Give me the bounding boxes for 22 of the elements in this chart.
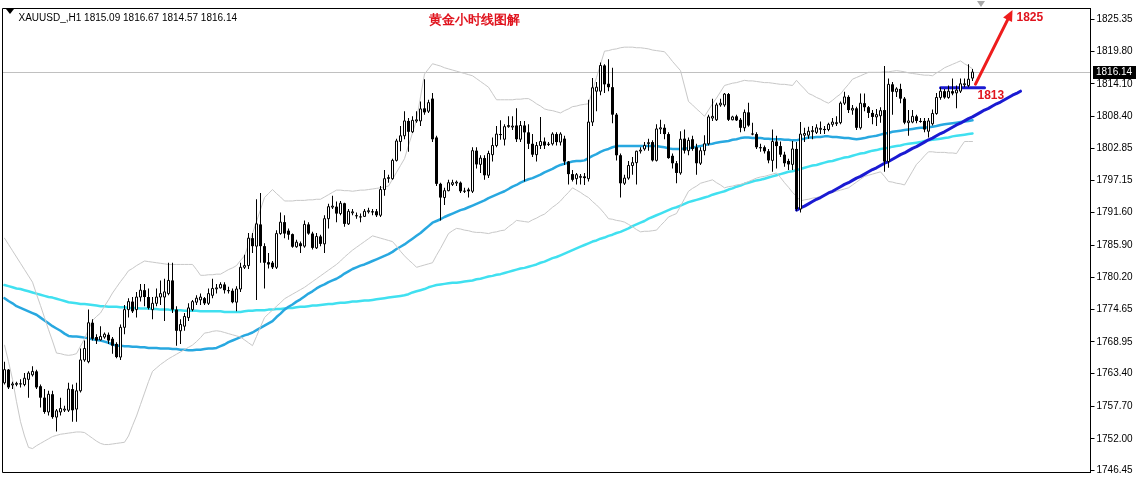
candlestick (607, 59, 610, 92)
y-tick-label: 1768.95 (1096, 335, 1134, 347)
y-tick-label: 1774.65 (1096, 303, 1134, 315)
y-tick-label: 1785.90 (1096, 238, 1134, 250)
y-tick-label: 1797.15 (1096, 174, 1134, 186)
annotation: 1825 (1016, 10, 1044, 25)
chart-title: 黄金小时线图解 (428, 11, 521, 27)
chart-subtitle: XAUUSD_,H1 1815.09 1816.67 1814.57 1816.14 (18, 11, 238, 23)
y-tick-label: 1791.60 (1096, 206, 1134, 218)
y-tick-label: 1814.10 (1096, 77, 1134, 89)
ref-line-label: 1816.14 (1096, 66, 1133, 78)
y-tick-label: 1763.40 (1096, 367, 1134, 379)
y-tick-label: 1808.40 (1096, 110, 1134, 122)
y-tick-label: 1819.80 (1096, 44, 1134, 56)
y-tick-label: 1780.20 (1096, 271, 1134, 283)
y-tick-label: 1757.70 (1096, 400, 1134, 411)
y-tick-label: 1825.35 (1096, 13, 1134, 25)
y-tick-label: 1752.00 (1096, 432, 1134, 444)
y-tick-label: 1802.85 (1096, 141, 1134, 153)
annotation: 1813 (977, 88, 1005, 103)
candlestick (355, 212, 358, 219)
y-tick-label: 1746.45 (1096, 464, 1134, 476)
